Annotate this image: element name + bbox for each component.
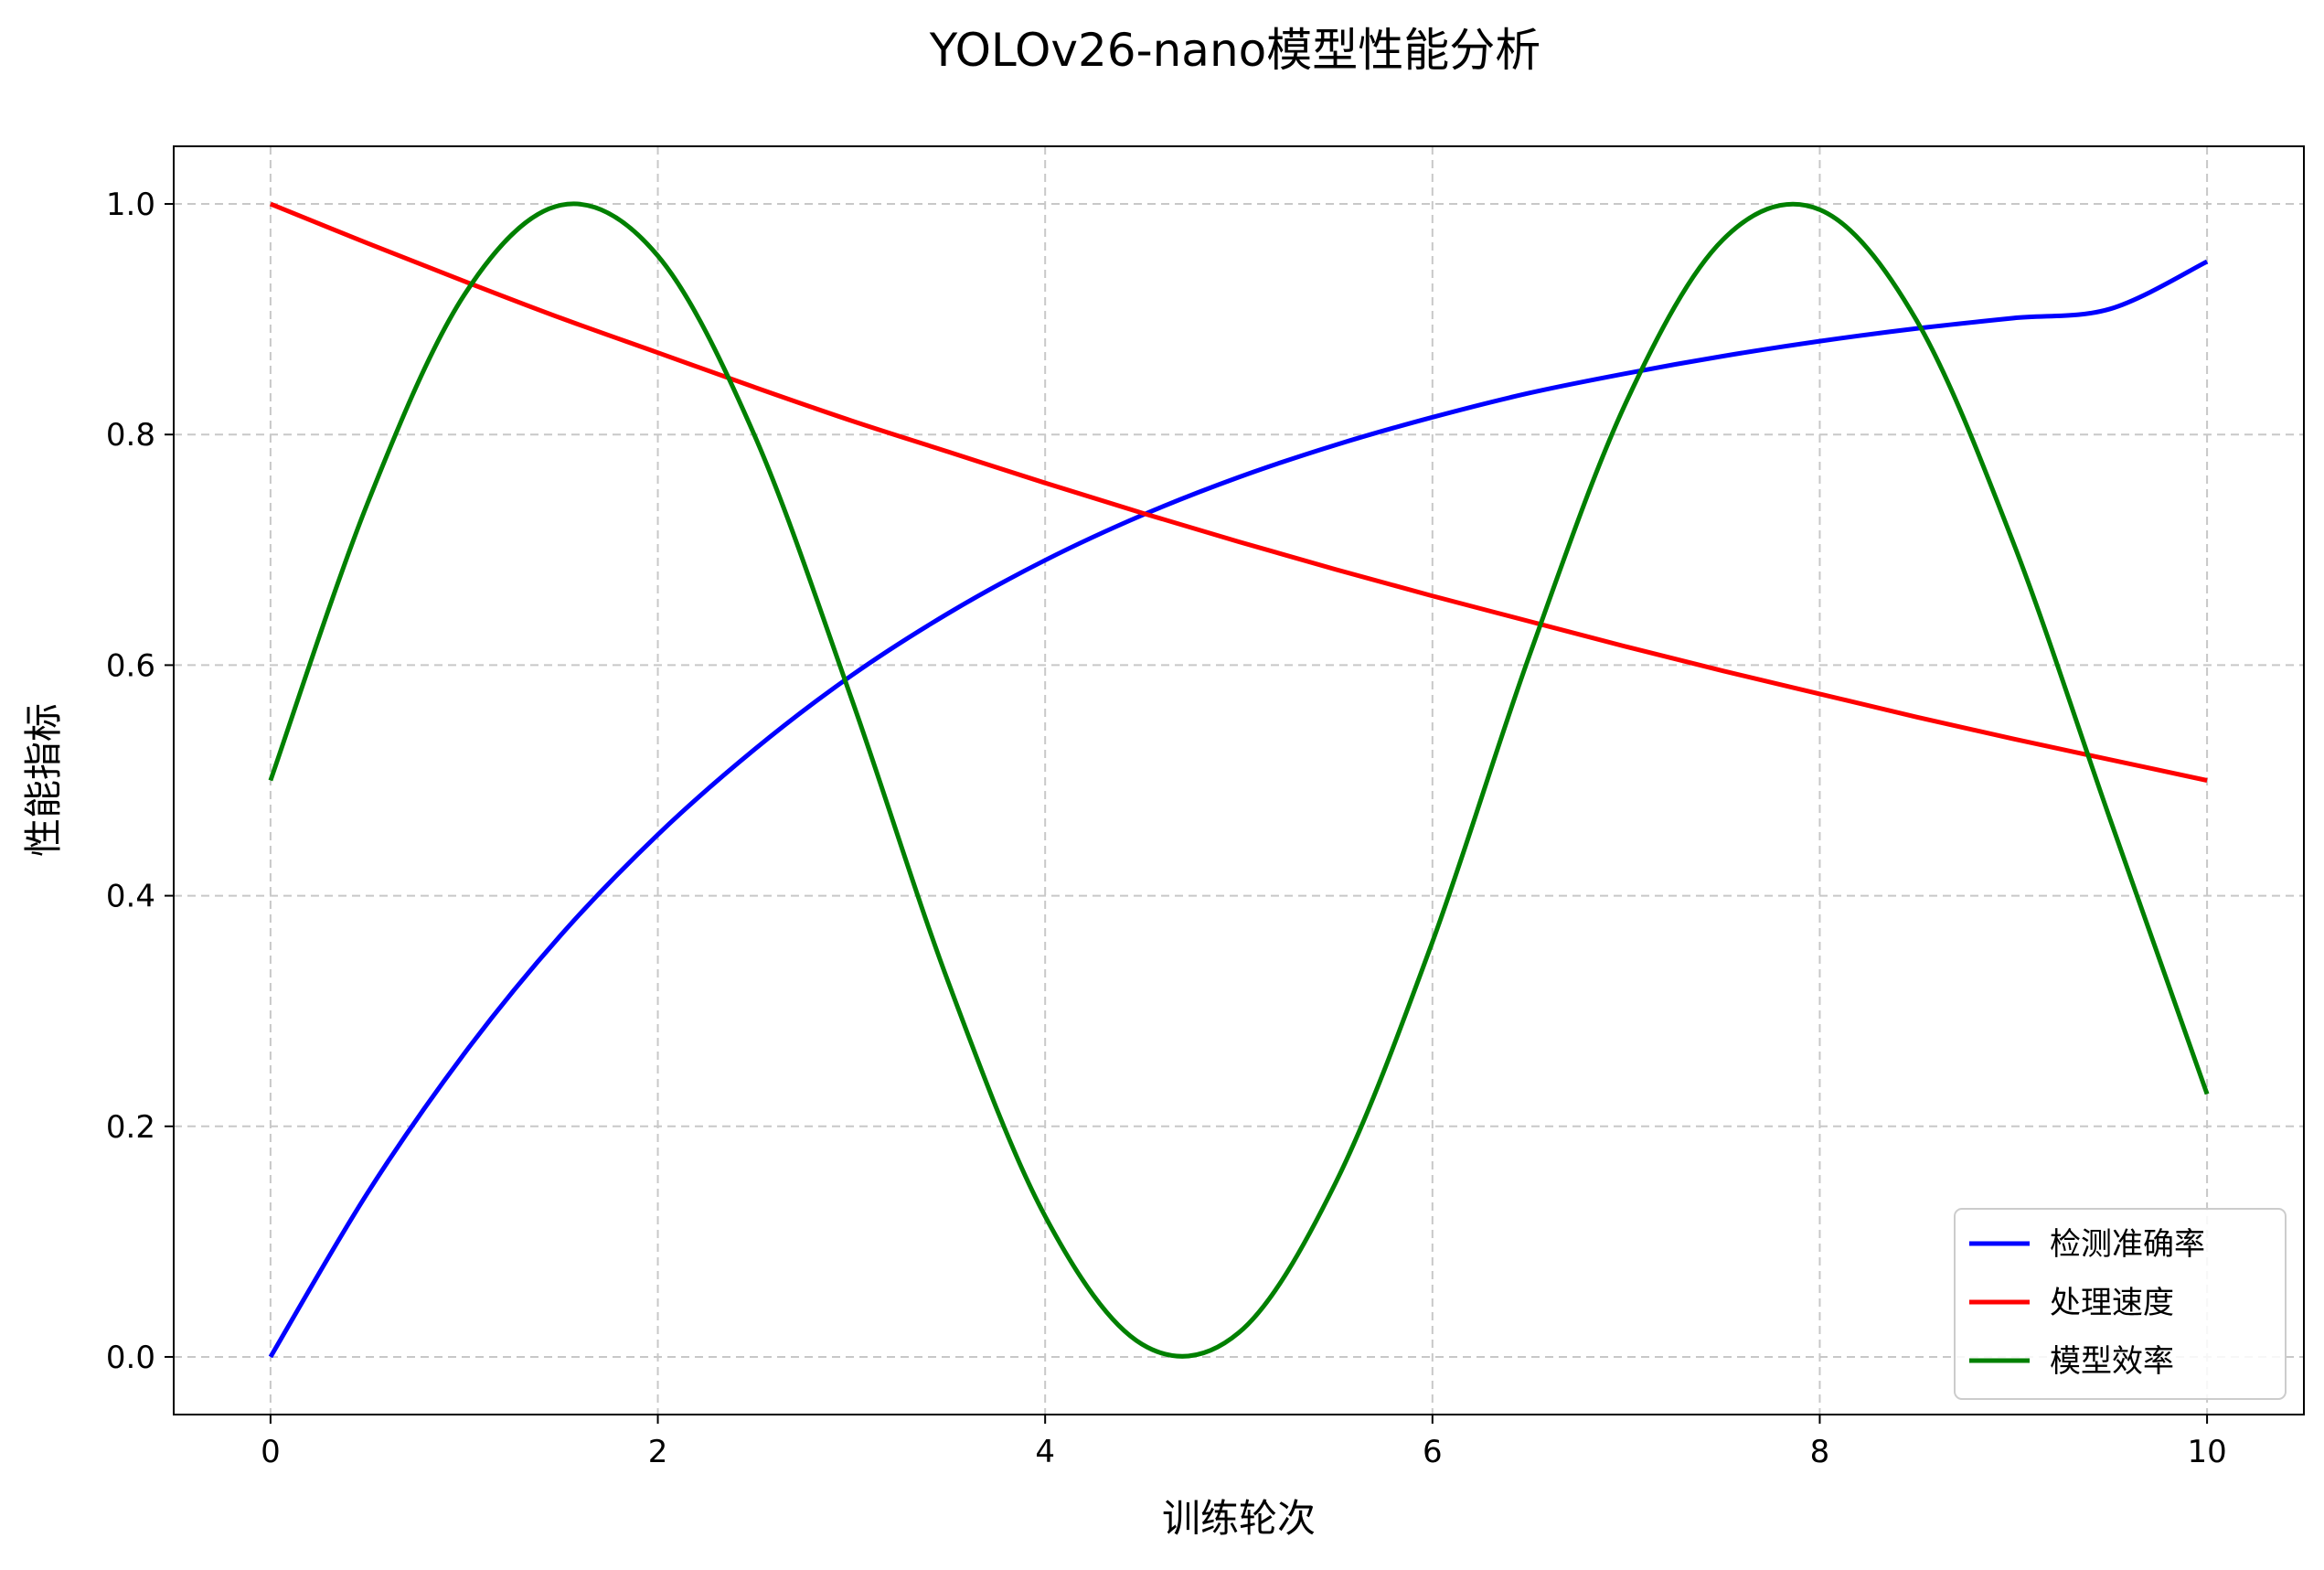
series-lines <box>268 201 2210 1359</box>
y-tick-label: 0.8 <box>106 417 155 454</box>
series-line-2 <box>269 201 2208 783</box>
x-tick-label: 6 <box>1423 1434 1443 1470</box>
series-line-1 <box>268 259 2209 1359</box>
x-axis-label: 训练轮次 <box>1162 1496 1316 1541</box>
plot-frame <box>173 145 2305 1415</box>
chart-title: YOLOv26-nano模型性能分析 <box>929 24 1540 77</box>
legend-box <box>1954 1208 2287 1400</box>
y-axis-label: 性能指标 <box>21 703 66 857</box>
x-tick-label: 10 <box>2187 1434 2226 1470</box>
grid-lines <box>174 146 2304 1415</box>
x-tick-label: 0 <box>261 1434 281 1470</box>
y-tick-label: 0.6 <box>106 647 155 684</box>
legend-label: 模型效率 <box>2050 1343 2174 1380</box>
x-tick-label: 8 <box>1810 1434 1830 1470</box>
y-tick-label: 0.2 <box>106 1109 155 1146</box>
y-tick-label: 0.0 <box>106 1340 155 1376</box>
y-axis-ticks: 0.0 0.2 0.4 0.6 0.8 1.0 <box>106 187 174 1376</box>
legend-label: 处理速度 <box>2050 1285 2174 1321</box>
legend-label: 检测准确率 <box>2050 1226 2205 1263</box>
y-tick-label: 1.0 <box>106 187 155 223</box>
x-axis-ticks: 0 2 4 6 8 10 <box>261 1415 2227 1470</box>
x-tick-label: 2 <box>648 1434 668 1470</box>
x-tick-label: 4 <box>1035 1434 1055 1470</box>
y-tick-label: 0.4 <box>106 879 155 915</box>
series-line-3 <box>268 201 2210 1359</box>
